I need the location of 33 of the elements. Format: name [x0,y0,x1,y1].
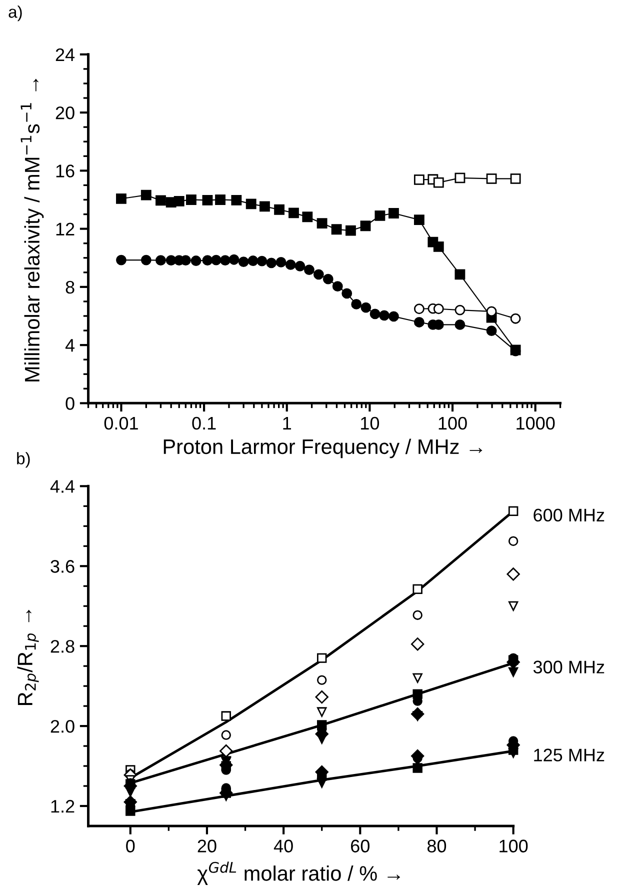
y-tick-label: 1.2 [51,800,74,813]
y-tick-label: 2.0 [50,720,74,733]
chart-title: b) [17,452,30,468]
y-tick-label: 4.4 [50,480,75,493]
y-axis-title: R$_{2p}$/R$_{1p}$ → [17,610,39,705]
x-tick-label: 100 [438,416,467,430]
x-tick-label: 0.1 [192,416,216,430]
y-tick-label: 12 [56,222,74,236]
y-tick-label: 4 [65,339,75,352]
chart-title: a) [8,6,22,22]
x-tick-label: 1000 [516,416,555,430]
y-axis-title: Millimolar relaxivity / mM$^{−1}$s$^{−1}$ → [20,78,44,382]
y-tick-label: 3.6 [50,560,74,573]
y-tick-label: 0 [66,397,74,410]
x-tick-label: 60 [351,840,370,852]
x-axis-title: χ$^{GdL}$ molar ratio / % → [197,862,400,885]
x-axis-title: Proton Larmor Frequency / MHz → [164,438,482,458]
x-tick-label: 0.01 [104,416,138,430]
y-tick-label: 20 [56,106,74,120]
x-tick-label: 1 [283,417,292,430]
y-tick-label: 2.8 [50,640,74,653]
y-tick-label: 16 [56,164,74,178]
series-label: 300 MHz [533,660,604,674]
series-label: 125 MHz [534,748,604,762]
x-tick-label: 40 [274,840,293,852]
x-tick-label: 0 [126,840,135,852]
series-label: 600 MHz [534,508,604,522]
x-tick-label: 20 [198,840,216,852]
y-tick-label: 24 [56,48,75,61]
y-tick-label: 8 [66,280,74,294]
x-tick-label: 80 [427,840,446,852]
x-tick-label: 10 [361,416,380,430]
x-tick-label: 100 [500,840,528,852]
